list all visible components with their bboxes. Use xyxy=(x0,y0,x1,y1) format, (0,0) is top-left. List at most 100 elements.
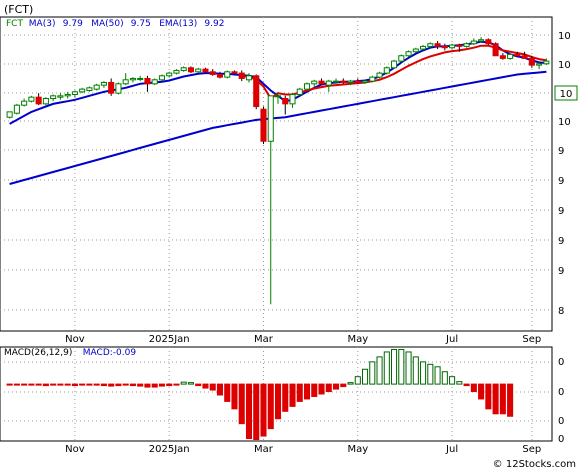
candle xyxy=(209,69,216,76)
macd-bar xyxy=(478,383,485,400)
candle xyxy=(86,86,93,92)
candle xyxy=(64,91,71,99)
candle xyxy=(245,73,253,83)
price-x-tick-label: Mar xyxy=(254,334,274,345)
candle-body xyxy=(137,77,144,80)
candle xyxy=(296,87,303,96)
candle xyxy=(332,78,340,84)
last-price-box xyxy=(554,85,578,101)
candle xyxy=(253,74,260,110)
macd-bar xyxy=(202,383,209,389)
candle xyxy=(362,79,369,84)
candle xyxy=(536,62,543,70)
macd-bar xyxy=(507,383,514,417)
price-grid xyxy=(0,17,552,331)
macd-bar xyxy=(296,383,303,402)
candle-body xyxy=(347,80,354,83)
candle xyxy=(492,42,499,57)
candle-body xyxy=(57,95,64,98)
price-x-ticks: Nov 2025Jan Mar May Jul Sep xyxy=(65,334,541,345)
price-y-tick-label: 10 xyxy=(558,60,571,71)
last-price-badge: 10 xyxy=(554,85,578,101)
macd-bar xyxy=(318,383,325,395)
macd-y-tick-label: 0 xyxy=(558,357,564,368)
candle-body xyxy=(108,81,115,94)
macd-bar xyxy=(441,371,448,385)
candle-body xyxy=(86,87,93,91)
macd-bar xyxy=(195,383,202,387)
candle-body xyxy=(463,43,470,47)
macd-bar xyxy=(391,348,398,385)
price-legend-item: FCT xyxy=(6,19,23,29)
candle-body xyxy=(231,71,238,74)
candle-body xyxy=(100,81,107,86)
candle-body xyxy=(427,43,434,47)
chart-title: (FCT) xyxy=(4,3,33,16)
candle-body xyxy=(434,43,441,47)
macd-x-tick-label: 2025Jan xyxy=(149,444,190,455)
candle xyxy=(470,38,477,46)
candle-body xyxy=(209,71,216,75)
overlay-ma-50 xyxy=(9,70,547,185)
macd-bar xyxy=(332,383,340,390)
macd-bar xyxy=(282,383,289,412)
candle xyxy=(202,67,209,74)
macd-bar xyxy=(499,383,506,415)
macd-bar xyxy=(209,383,216,391)
candle xyxy=(412,47,419,54)
macd-legend-item: MACD:-0.09 xyxy=(83,348,137,358)
candle-body xyxy=(202,68,209,73)
candle-body xyxy=(173,69,180,74)
candle xyxy=(318,78,325,86)
candle-body xyxy=(362,80,369,83)
candle-body xyxy=(485,39,492,45)
macd-bar xyxy=(35,383,42,386)
price-x-tick-label: 2025Jan xyxy=(149,334,190,345)
macd-bar xyxy=(362,368,369,385)
macd-bar xyxy=(93,383,100,386)
candle xyxy=(376,71,383,79)
price-legend-item: 9.75 xyxy=(131,19,151,29)
macd-bar xyxy=(274,383,282,420)
candle xyxy=(224,70,231,79)
candle xyxy=(144,75,151,92)
macd-bar xyxy=(434,366,441,385)
candle-body xyxy=(376,72,383,78)
candle-body xyxy=(6,111,13,118)
price-y-ticks: 10 10 10 10 9 9 9 9 9 8 xyxy=(558,31,571,317)
candle-body xyxy=(151,79,158,85)
candle-body xyxy=(492,43,499,57)
candle xyxy=(282,95,289,115)
candle-body xyxy=(144,77,151,85)
candle xyxy=(50,94,57,102)
candle xyxy=(340,78,347,84)
price-y-tick-label: 9 xyxy=(558,176,564,187)
candle xyxy=(115,82,122,95)
price-legend-item: 9.92 xyxy=(204,19,224,29)
price-legend-item: 9.79 xyxy=(63,19,83,29)
candle-body xyxy=(332,80,340,83)
candle-body xyxy=(449,44,456,49)
candle xyxy=(231,70,238,75)
macd-bar xyxy=(158,383,165,387)
candle-body xyxy=(398,55,405,62)
candle xyxy=(71,90,78,98)
candle xyxy=(122,73,129,86)
candle xyxy=(528,55,535,68)
candle xyxy=(521,51,528,59)
candle-body xyxy=(64,93,71,97)
candle xyxy=(137,75,144,82)
macd-bar xyxy=(144,383,151,388)
candle xyxy=(173,69,180,75)
candle xyxy=(420,45,427,51)
macd-bar xyxy=(86,383,93,386)
candle xyxy=(180,66,187,72)
macd-bar xyxy=(303,383,311,400)
candle xyxy=(57,93,64,100)
candle xyxy=(274,91,282,104)
candle xyxy=(267,95,274,305)
candle-body xyxy=(187,67,194,73)
macd-bar xyxy=(325,383,332,393)
candle xyxy=(93,83,100,91)
price-candles xyxy=(6,37,550,305)
